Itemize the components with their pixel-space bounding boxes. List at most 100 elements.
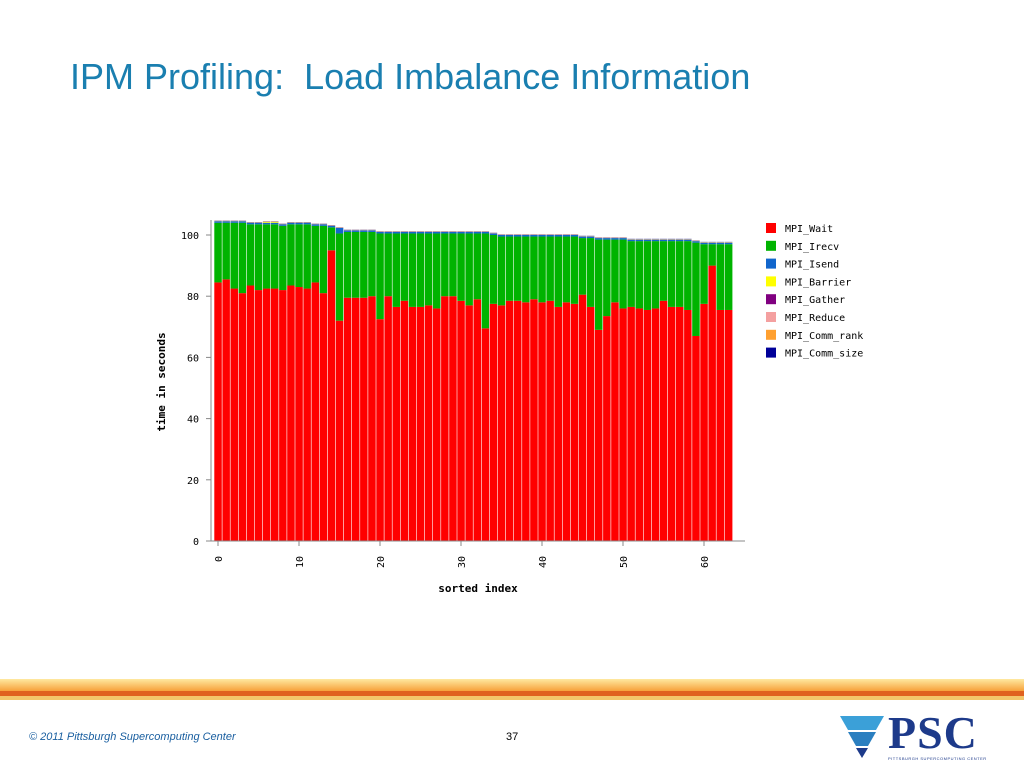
bar-segment-mpi-barrier-6: [262, 221, 271, 223]
bar-segment-mpi-wait-1: [222, 279, 231, 541]
bar-segment-mpi-isend-5: [254, 222, 263, 225]
bar-segment-mpi-irecv-39: [529, 236, 538, 300]
bar-segment-mpi-isend-2: [230, 221, 239, 223]
bar-segment-mpi-isend-37: [513, 235, 522, 237]
bar-segment-mpi-wait-44: [570, 303, 579, 541]
bar-segment-mpi-irecv-35: [497, 236, 506, 306]
bar-segment-mpi-wait-41: [546, 300, 555, 541]
bar-segment-mpi-isend-28: [440, 231, 449, 234]
bar-segment-mpi-barrier-7: [270, 221, 279, 223]
bar-segment-mpi-wait-34: [489, 303, 498, 541]
bar-segment-mpi-irecv-63: [724, 244, 733, 310]
bar-segment-mpi-isend-45: [578, 236, 587, 239]
bar-segment-mpi-isend-52: [635, 239, 644, 242]
legend-swatch: [766, 223, 776, 233]
bar-segment-mpi-irecv-18: [359, 231, 368, 298]
bar-segment-mpi-isend-61: [708, 242, 717, 245]
bar-segment-mpi-irecv-47: [594, 239, 603, 330]
bar-segment-mpi-irecv-23: [400, 233, 409, 301]
legend-swatch: [766, 312, 776, 322]
bar-segment-mpi-irecv-51: [627, 241, 636, 307]
bar-segment-mpi-irecv-61: [708, 244, 717, 266]
bar-segment-mpi-wait-29: [448, 296, 457, 541]
bar-segment-mpi-isend-20: [376, 231, 385, 234]
bar-segment-mpi-wait-26: [424, 305, 433, 541]
bar-segment-mpi-wait-39: [529, 299, 538, 541]
bar-segment-mpi-isend-9: [286, 222, 295, 225]
psc-logo-text: PSC: [888, 707, 978, 758]
bar-segment-mpi-irecv-12: [311, 225, 320, 283]
footer-copyright: © 2011 Pittsburgh Supercomputing Center: [29, 731, 236, 743]
bar-segment-mpi-wait-37: [513, 300, 522, 541]
bar-segment-mpi-isend-13: [319, 224, 328, 226]
x-tick-label: 20: [376, 556, 387, 568]
bar-segment-mpi-irecv-37: [513, 236, 522, 301]
bar-segment-mpi-isend-59: [691, 241, 700, 243]
legend-label: MPI_Reduce: [785, 313, 845, 324]
bar-segment-mpi-wait-46: [586, 306, 595, 541]
bar-segment-mpi-irecv-32: [473, 233, 482, 300]
bar-segment-mpi-isend-24: [408, 231, 417, 234]
bar-segment-mpi-isend-48: [602, 238, 611, 240]
bar-segment-mpi-irecv-40: [538, 236, 547, 303]
legend-label: MPI_Barrier: [785, 277, 851, 288]
bar-segment-mpi-irecv-62: [716, 244, 725, 310]
bar-segment-mpi-irecv-50: [619, 239, 628, 309]
bar-segment-mpi-isend-46: [586, 236, 595, 239]
bar-segment-mpi-wait-12: [311, 282, 320, 541]
bar-segment-mpi-irecv-2: [230, 222, 239, 289]
psc-logo-subtext: PITTSBURGH SUPERCOMPUTING CENTER: [888, 756, 987, 761]
bar-segment-mpi-isend-39: [529, 235, 538, 237]
bar-segment-mpi-irecv-10: [295, 224, 304, 288]
bar-segment-mpi-irecv-5: [254, 224, 263, 291]
bar-segment-mpi-irecv-26: [424, 233, 433, 306]
bar-segment-mpi-wait-52: [635, 308, 644, 541]
y-tick-label: 60: [187, 353, 199, 364]
bar-segment-mpi-isend-36: [505, 235, 514, 237]
bar-segment-mpi-isend-12: [311, 224, 320, 226]
bar-segment-mpi-wait-56: [667, 306, 676, 541]
legend-swatch: [766, 276, 776, 287]
y-tick-label: 20: [187, 476, 199, 487]
bar-segment-mpi-irecv-34: [489, 235, 498, 304]
bar-segment-mpi-isend-25: [416, 231, 425, 234]
footer-band-top: [0, 679, 1024, 691]
bar-segment-mpi-irecv-49: [610, 239, 619, 303]
bar-segment-mpi-wait-16: [343, 297, 352, 541]
bar-segment-mpi-isend-10: [295, 222, 304, 225]
y-tick-label: 100: [181, 231, 199, 242]
bar-segment-mpi-wait-18: [359, 297, 368, 541]
bar-segment-mpi-wait-51: [627, 306, 636, 541]
bar-segment-mpi-wait-2: [230, 288, 239, 541]
bar-segment-mpi-isend-60: [700, 242, 709, 245]
bar-segment-mpi-irecv-11: [303, 224, 312, 289]
bar-segment-mpi-wait-6: [262, 288, 271, 541]
bar-segment-mpi-isend-58: [683, 239, 692, 242]
axes-layer: 0 20 40 60 80 100 0 10 20 30 40 50 60: [181, 220, 745, 568]
bar-segment-mpi-isend-54: [651, 239, 660, 242]
bar-segment-mpi-irecv-30: [457, 233, 466, 301]
x-tick-label: 40: [538, 556, 549, 568]
bar-segment-mpi-wait-27: [432, 308, 441, 541]
bar-segment-mpi-irecv-6: [262, 224, 271, 289]
bar-segment-mpi-wait-25: [416, 306, 425, 541]
bar-segment-mpi-isend-22: [392, 231, 401, 234]
bar-segment-mpi-irecv-52: [635, 241, 644, 309]
bar-segment-mpi-irecv-20: [376, 233, 385, 320]
bar-segment-mpi-wait-53: [643, 309, 652, 541]
y-tick-label: 40: [187, 415, 199, 426]
legend-swatch: [766, 294, 776, 305]
bar-segment-mpi-irecv-43: [562, 236, 571, 303]
bar-segment-mpi-irecv-57: [675, 241, 684, 307]
bar-segment-mpi-irecv-55: [659, 241, 668, 301]
bar-segment-mpi-irecv-60: [700, 244, 709, 304]
bar-segment-mpi-wait-24: [408, 306, 417, 541]
bar-segment-mpi-wait-45: [578, 294, 587, 541]
bar-segment-mpi-isend-1: [222, 221, 231, 223]
bar-segment-mpi-wait-3: [238, 293, 247, 541]
bar-segment-mpi-wait-14: [327, 250, 336, 542]
bar-segment-mpi-wait-17: [351, 297, 360, 541]
bar-segment-mpi-wait-36: [505, 300, 514, 541]
bar-segment-mpi-isend-3: [238, 221, 247, 223]
legend-swatch: [766, 258, 776, 269]
